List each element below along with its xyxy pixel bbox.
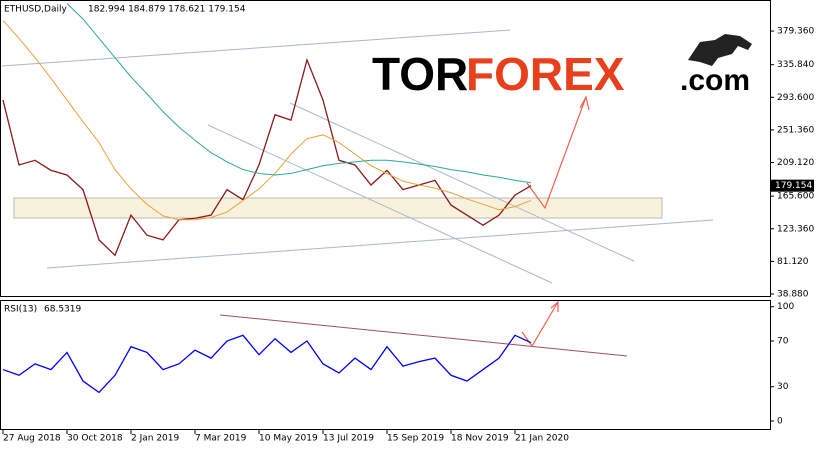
x-tick-label: 27 Aug 2018 [3,434,61,444]
arrow [526,96,587,210]
trend-line [289,102,635,262]
trend-line [1,29,511,67]
arrow [521,301,559,348]
support-zone [13,197,663,219]
y-tick-label: 100 [777,302,794,312]
rsi-panel [0,300,771,430]
y-tick-label: 30 [777,382,789,392]
y-tick-label: 123.360 [777,224,814,234]
logo-part: TOR [372,48,468,100]
bull-icon [688,34,752,66]
y-tick-label: 70 [777,337,789,347]
price-label: 179.154 [775,181,812,191]
trend-line [46,219,714,269]
y-tick-label: 38.880 [777,290,809,300]
y-tick-label: 0 [777,417,783,427]
y-tick-label: 379.360 [777,27,814,37]
x-tick-label: 21 Jan 2020 [515,434,569,444]
y-tick-label: 293.600 [777,93,814,103]
logo: TOR FOREX .com [372,34,752,100]
price-ohlc: 182.994 184.879 178.621 179.154 [88,5,246,15]
series-line [2,334,532,394]
x-tick-label: 15 Sep 2019 [387,434,444,444]
x-tick-label: 10 May 2019 [259,434,318,444]
x-tick-label: 7 Mar 2019 [195,434,247,444]
arrows [521,95,590,348]
arrow-head [550,300,559,312]
x-tick-label: 2 Jan 2019 [131,434,179,444]
y-tick-label: 209.120 [777,158,814,168]
price-title: ETHUSD,Daily [4,5,67,15]
y-tick-label: 335.840 [777,60,814,70]
trend-line [207,124,553,284]
logo-part: FOREX [466,48,625,100]
logo-part: .com [680,64,750,97]
series-line [66,3,532,184]
y-tick-label: 251.360 [777,125,814,135]
arrow-head [579,95,590,111]
rsi-value: 68.5319 [44,305,81,315]
rsi-title: RSI(13) [4,305,37,315]
y-tick-label: 165.600 [777,192,814,202]
trend-line [219,314,628,357]
series-line [2,20,532,221]
price-panel [0,0,771,297]
series-line [2,57,532,257]
x-tick-label: 18 Nov 2019 [451,434,509,444]
x-tick-label: 30 Oct 2018 [67,434,123,444]
price-label-bg [771,179,814,192]
y-tick-label: 81.120 [777,257,809,267]
x-tick-label: 13 Jul 2019 [323,434,374,444]
